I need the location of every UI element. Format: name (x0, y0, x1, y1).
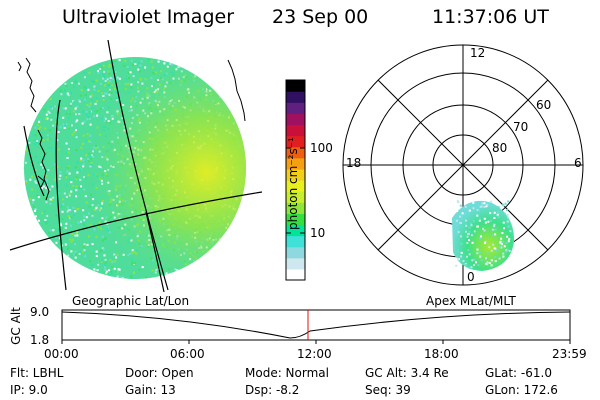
mlt-label-6: 6 (574, 156, 582, 170)
colorbar-border (285, 79, 306, 281)
geographic-grid-label: Geographic Lat/Lon (72, 294, 190, 308)
altitude-ytick-1-8: 1.8 (30, 333, 50, 347)
filter-status: Flt: LBHL (10, 366, 64, 380)
mode-status: Mode: Normal (245, 366, 329, 380)
colorbar-segment (286, 268, 305, 281)
sequence-status: Seq: 39 (365, 383, 411, 397)
colorbar-segment (286, 202, 305, 214)
colorbar-segment (286, 80, 305, 92)
polar-plot (342, 44, 584, 286)
colorbar-segment (286, 124, 305, 137)
date-label: 23 Sep 00 (272, 6, 369, 28)
colorbar-segment (286, 113, 305, 126)
colorbar-tick-100: 100 (310, 141, 333, 155)
colorbar-tick-10: 10 (310, 226, 326, 240)
lat-label-70: 70 (513, 120, 529, 134)
time-tick-2359: 23:59 (552, 347, 587, 361)
colorbar-segment (286, 102, 305, 114)
color-bar (285, 79, 306, 281)
colorbar-segment (286, 168, 305, 181)
altitude-ytick-9: 9.0 (30, 305, 50, 319)
lat-label-80: 80 (492, 141, 508, 155)
time-tick-1200: 12:00 (297, 347, 332, 361)
aurora-oval-image (452, 200, 515, 271)
altitude-plot (61, 309, 571, 344)
lat-label-60: 60 (536, 98, 552, 112)
door-status: Door: Open (125, 366, 194, 380)
ip-status: IP: 9.0 (10, 383, 48, 397)
colorbar-segment (286, 213, 305, 226)
colorbar-segment (286, 235, 305, 248)
colorbar-ticks (286, 147, 305, 234)
time-tick-0600: 06:00 (170, 347, 205, 361)
magnetic-grid-label: Apex MLat/MLT (426, 294, 516, 308)
gain-status: Gain: 13 (125, 383, 176, 397)
colorbar-segment (286, 91, 305, 103)
mlt-label-0: 0 (467, 270, 475, 284)
dsp-status: Dsp: -8.2 (245, 383, 300, 397)
coastlines (17, 57, 246, 201)
time-tick-0000: 00:00 (44, 347, 79, 361)
colorbar-unit-label: photon cm⁻²s⁻¹ (286, 137, 300, 230)
gc-altitude-status: GC Alt: 3.4 Re (365, 366, 449, 380)
colorbar-segment (286, 180, 305, 192)
time-tick-1800: 18:00 (424, 347, 459, 361)
mlt-label-18: 18 (346, 156, 362, 170)
colorbar-segment (286, 257, 305, 270)
time-label: 11:37:06 UT (432, 6, 549, 28)
geo-latitude-status: GLat: -61.0 (485, 366, 552, 380)
colorbar-segment (286, 246, 305, 259)
colorbar-segment (286, 146, 305, 159)
geo-longitude-status: GLon: 172.6 (485, 383, 558, 397)
colorbar-segment (286, 157, 305, 170)
altitude-ylabel: GC Alt (9, 307, 23, 345)
colorbar-segment (286, 135, 305, 148)
instrument-title: Ultraviolet Imager (62, 6, 235, 28)
colorbar-segment (286, 191, 305, 203)
geographic-grid (9, 40, 263, 292)
mlt-label-12: 12 (470, 46, 486, 60)
colorbar-segment (286, 224, 305, 237)
